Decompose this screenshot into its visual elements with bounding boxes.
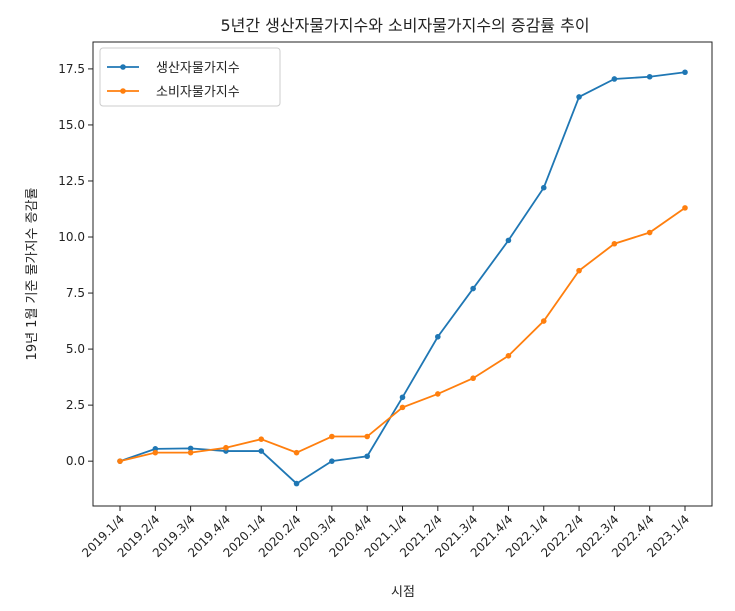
series-1-point xyxy=(329,433,335,440)
y-tick-label: 2.5 xyxy=(66,398,85,412)
legend-label-0: 생산자물가지수 xyxy=(156,61,240,76)
x-axis: 2019.1/42019.2/42019.3/42019.4/42020.1/4… xyxy=(79,506,692,560)
series-0-point xyxy=(540,184,547,191)
series-0-point xyxy=(505,237,512,244)
series-0-point xyxy=(576,94,582,100)
series-0-point xyxy=(187,445,194,452)
series-1-point xyxy=(364,433,370,440)
series-line-1 xyxy=(119,207,686,463)
series-1-point xyxy=(505,353,512,359)
y-axis: 0.0 2.5 5.0 7.5 10.0 12.5 15.0 17.5 xyxy=(58,62,93,468)
series-1-point xyxy=(293,449,300,456)
legend-marker-0 xyxy=(120,64,126,70)
series-1-point xyxy=(682,205,688,211)
y-tick-label: 15.0 xyxy=(58,118,85,132)
series-1-point xyxy=(435,391,441,397)
series-0-point xyxy=(682,69,688,76)
series-1-point xyxy=(223,444,229,451)
series-line-0 xyxy=(119,71,686,485)
series-0-point xyxy=(293,480,300,487)
series-1-point xyxy=(611,240,618,247)
plot-frame xyxy=(92,41,713,507)
series-0-point xyxy=(646,73,653,80)
plot-area xyxy=(117,69,688,487)
series-1-point xyxy=(470,375,476,382)
legend-label-1: 소비자물가지수 xyxy=(156,85,240,100)
series-0-point xyxy=(470,285,476,292)
chart-title: 5년간 생산자물가지수와 소비자물가지수의 증감률 추이 xyxy=(220,16,589,35)
series-0-point xyxy=(364,453,370,460)
series-0-point xyxy=(258,448,265,454)
series-0-point xyxy=(329,458,335,464)
series-1-point xyxy=(576,267,582,274)
y-tick-label: 0.0 xyxy=(66,454,85,468)
y-axis-label: 19년 1월 기준 물가지수 증감률 xyxy=(25,188,40,361)
series-1-point xyxy=(540,318,547,324)
series-0-point xyxy=(399,394,406,401)
y-tick-label: 10.0 xyxy=(58,230,85,244)
x-axis-label: 시점 xyxy=(391,585,415,600)
series-1-point xyxy=(399,404,406,411)
series-1-point xyxy=(117,458,123,464)
y-tick-label: 7.5 xyxy=(66,286,85,300)
series-1-point xyxy=(258,436,265,443)
y-tick-label: 12.5 xyxy=(58,174,85,188)
series-0-point xyxy=(611,76,618,82)
series-1-point xyxy=(187,449,194,456)
legend-marker-1 xyxy=(120,88,126,94)
series-1-point xyxy=(646,229,653,236)
legend-box xyxy=(99,47,281,107)
series-0-point xyxy=(435,333,441,340)
y-tick-label: 5.0 xyxy=(66,342,85,356)
y-tick-label: 17.5 xyxy=(58,62,85,76)
series-1-point xyxy=(152,449,159,456)
